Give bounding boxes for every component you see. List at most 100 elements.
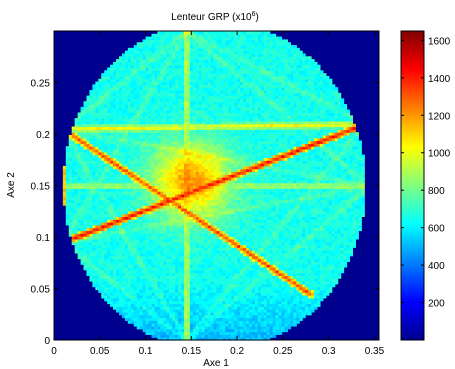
heatmap-cell: [107, 281, 111, 285]
heatmap-cell: [130, 70, 135, 74]
heatmap-cell: [192, 89, 197, 94]
heatmap-cell: [181, 219, 185, 223]
heatmap-cell: [201, 75, 206, 80]
heatmap-cell: [110, 224, 114, 229]
heatmap-cell: [201, 45, 206, 49]
heatmap-cell: [184, 104, 188, 108]
heatmap-cell: [107, 73, 111, 77]
heatmap-cell: [74, 236, 79, 240]
heatmap-cell: [166, 219, 170, 223]
heatmap-cell: [160, 87, 164, 91]
heatmap-cell: [175, 227, 179, 232]
heatmap-cell: [160, 252, 164, 257]
heatmap-cell: [124, 165, 129, 170]
heatmap-cell: [160, 323, 164, 327]
heatmap-cell: [201, 39, 206, 43]
heatmap-cell: [157, 87, 161, 91]
heatmap-cell: [148, 210, 153, 215]
heatmap-cell: [127, 104, 132, 108]
heatmap-cell: [216, 109, 221, 114]
heatmap-cell: [178, 219, 182, 223]
heatmap-cell: [130, 47, 135, 52]
heatmap-cell: [71, 188, 76, 192]
heatmap-cell: [136, 236, 141, 240]
heatmap-cell: [210, 328, 215, 333]
heatmap-cell: [104, 219, 108, 223]
heatmap-cell: [184, 320, 188, 324]
heatmap-cell: [119, 202, 123, 206]
heatmap-cell: [154, 275, 158, 279]
heatmap-cell: [86, 238, 91, 243]
heatmap-cell: [207, 89, 212, 94]
heatmap-cell: [116, 219, 120, 223]
heatmap-cell: [160, 129, 164, 133]
heatmap-cell: [80, 154, 85, 159]
heatmap-cell: [175, 216, 179, 220]
heatmap-cell: [163, 104, 167, 108]
heatmap-cell: [148, 171, 153, 175]
heatmap-cell: [157, 182, 161, 187]
heatmap-cell: [95, 179, 99, 184]
heatmap-cell: [181, 81, 185, 85]
heatmap-cell: [186, 230, 191, 234]
heatmap-cell: [133, 306, 138, 310]
heatmap-cell: [175, 331, 179, 335]
heatmap-cell: [130, 104, 135, 108]
heatmap-cell: [101, 89, 105, 94]
heatmap-cell: [222, 250, 226, 254]
heatmap-cell: [189, 115, 194, 119]
heatmap-cell: [148, 295, 153, 299]
heatmap-cell: [219, 84, 223, 88]
heatmap-cell: [142, 137, 147, 142]
heatmap-cell: [89, 177, 93, 181]
heatmap-cell: [201, 157, 206, 161]
heatmap-cell: [92, 196, 96, 201]
heatmap-cell: [151, 247, 156, 251]
heatmap-cell: [68, 177, 73, 181]
heatmap-cell: [80, 112, 85, 116]
heatmap-cell: [145, 47, 150, 52]
heatmap-cell: [178, 303, 182, 307]
heatmap-cell: [181, 78, 185, 83]
heatmap-cell: [127, 311, 132, 316]
heatmap-cell: [121, 120, 126, 125]
heatmap-cell: [139, 281, 144, 285]
heatmap-cell: [201, 191, 206, 195]
heatmap-cell: [71, 230, 76, 234]
heatmap-cell: [130, 300, 135, 305]
heatmap-cell: [148, 269, 153, 274]
heatmap-cell: [89, 101, 93, 105]
heatmap-cell: [107, 275, 111, 279]
heatmap-cell: [181, 193, 185, 198]
heatmap-cell: [107, 182, 111, 187]
heatmap-cell: [104, 129, 108, 133]
heatmap-cell: [101, 101, 105, 105]
heatmap-cell: [207, 261, 212, 265]
heatmap-cell: [189, 33, 194, 38]
heatmap-cell: [163, 266, 167, 271]
heatmap-cell: [166, 193, 170, 198]
heatmap-cell: [175, 39, 179, 43]
heatmap-cell: [127, 81, 132, 85]
heatmap-cell: [80, 252, 85, 257]
heatmap-cell: [116, 306, 120, 310]
heatmap-cell: [116, 244, 120, 248]
heatmap-cell: [121, 202, 126, 206]
heatmap-cell: [195, 104, 200, 108]
heatmap-cell: [71, 205, 76, 209]
heatmap-cell: [121, 179, 126, 184]
heatmap-cell: [101, 120, 105, 125]
heatmap-cell: [142, 309, 147, 313]
heatmap-cell: [148, 154, 153, 159]
heatmap-cell: [216, 227, 221, 232]
heatmap-cell: [207, 281, 212, 285]
heatmap-cell: [204, 281, 209, 285]
heatmap-cell: [142, 241, 147, 246]
heatmap-cell: [207, 59, 212, 63]
heatmap-cell: [110, 163, 114, 167]
heatmap-cell: [175, 309, 179, 313]
heatmap-cell: [154, 311, 158, 316]
heatmap-cell: [92, 132, 96, 136]
heatmap-cell: [219, 227, 223, 232]
